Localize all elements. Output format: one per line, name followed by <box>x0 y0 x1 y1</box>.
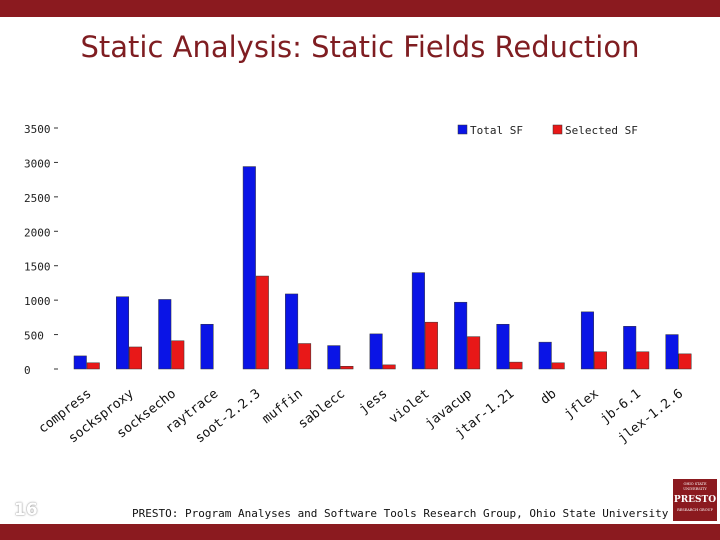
y-tick-label: 2500 <box>24 192 51 205</box>
bar-total <box>623 326 637 370</box>
bar-total <box>285 293 299 370</box>
bar-total <box>158 299 172 370</box>
bar-selected <box>298 343 312 370</box>
x-tick-label: db <box>538 386 560 408</box>
logo-university: OHIO STATE UNIVERSITY <box>683 482 707 491</box>
y-tick-label: 3500 <box>24 123 51 136</box>
x-tick-label: sablecc <box>296 386 348 432</box>
bar-total <box>242 166 256 370</box>
slide-number: 16 <box>14 500 38 520</box>
bottom-banner <box>0 524 720 540</box>
bar-selected <box>467 336 481 370</box>
bar-selected <box>636 351 650 370</box>
bar-selected <box>86 362 100 370</box>
bar-total <box>369 333 383 370</box>
bar-total <box>538 341 552 370</box>
slide-title: Static Analysis: Static Fields Reduction <box>80 30 640 64</box>
logo-group: RESEARCH GROUP <box>677 508 713 512</box>
bar-total <box>73 355 87 370</box>
bar-selected <box>551 362 565 370</box>
top-banner <box>0 0 720 17</box>
legend-swatch <box>457 124 468 135</box>
bar-selected <box>678 353 692 370</box>
x-tick-label: jess <box>356 386 390 417</box>
y-tick-label: 3000 <box>24 157 51 170</box>
legend-label: Total SF <box>470 124 523 137</box>
y-tick-label: 500 <box>24 330 44 343</box>
bar-selected <box>171 340 185 370</box>
bar-total <box>116 296 130 370</box>
y-tick-label: 1500 <box>24 261 51 274</box>
bar-total <box>665 334 679 370</box>
legend-label: Selected SF <box>565 124 638 137</box>
bar-total <box>200 323 214 370</box>
bar-selected <box>424 321 438 370</box>
bar-selected <box>340 365 354 370</box>
logo-name: PRESTO <box>673 495 717 505</box>
bar-selected <box>593 351 607 370</box>
bar-selected <box>382 364 396 370</box>
bar-chart: 0500100015002000250030003500compresssock… <box>24 123 692 446</box>
presto-logo: OHIO STATE UNIVERSITY PRESTO RESEARCH GR… <box>673 479 717 521</box>
bar-total <box>327 345 341 370</box>
bar-selected <box>129 346 143 370</box>
bar-selected <box>509 361 523 370</box>
bar-total <box>454 301 468 370</box>
bar-total <box>411 272 425 370</box>
bar-total <box>580 311 594 370</box>
y-tick-label: 1000 <box>24 295 51 308</box>
bar-total <box>496 323 510 370</box>
x-tick-label: jflex <box>562 386 602 422</box>
y-tick-label: 0 <box>24 364 31 377</box>
bar-selected <box>255 275 269 370</box>
legend-swatch <box>552 124 563 135</box>
y-tick-label: 2000 <box>24 226 51 239</box>
footer-text: PRESTO: Program Analyses and Software To… <box>132 507 669 520</box>
